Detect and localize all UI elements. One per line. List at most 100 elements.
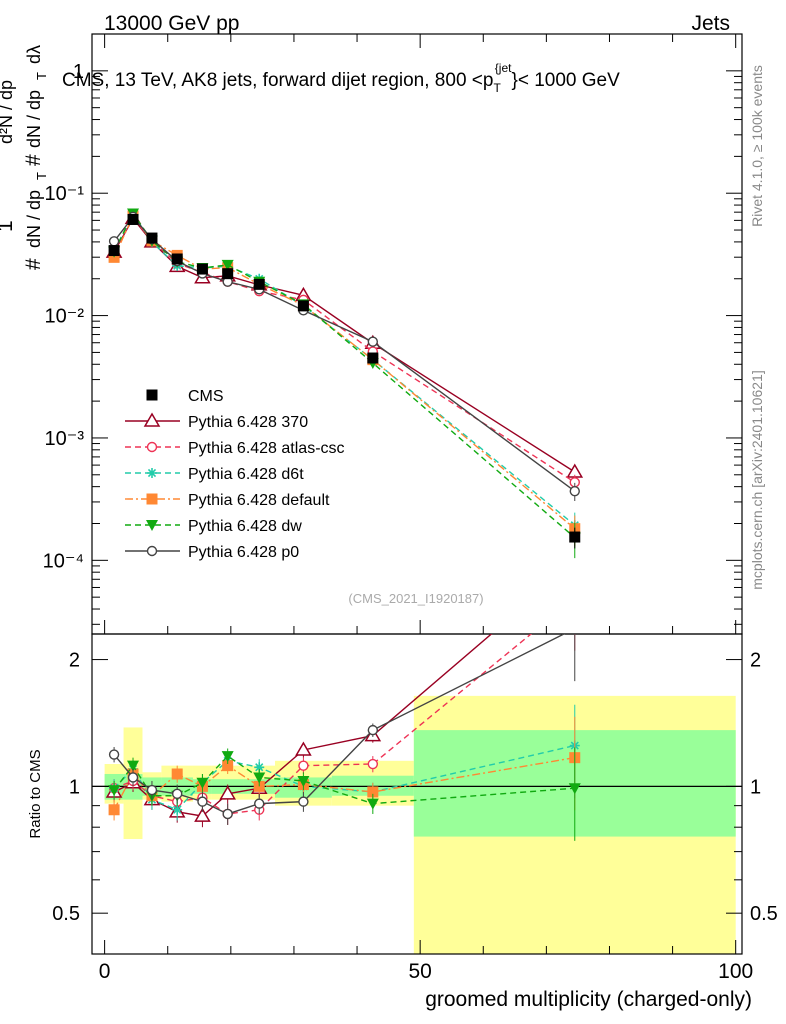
mc-point-ratio	[127, 760, 140, 772]
mc-line-top	[113, 215, 576, 492]
mc-point-ratio	[254, 762, 265, 773]
axes: 0 50 100 1 10⁻¹ 10⁻² 10⁻³ 10⁻⁴ 0.5 0.5 1 1 2 2	[43, 33, 778, 983]
plot-title: CMS, 13 TeV, AK8 jets, forward dijet reg…	[62, 61, 620, 95]
mc-line-top	[113, 212, 576, 539]
legend-marker	[143, 412, 161, 427]
mc-point-top	[367, 336, 379, 347]
mc-point-ratio	[253, 772, 266, 784]
mc-point-ratio	[254, 798, 265, 809]
mc-line-top	[113, 217, 576, 473]
legend-label: Pythia 6.428 370	[188, 414, 308, 431]
svg-text:#: #	[22, 258, 45, 270]
mc-point-ratio	[146, 784, 158, 796]
legend-marker	[146, 493, 158, 505]
mc-point-top	[108, 236, 120, 247]
legend-label: Pythia 6.428 p0	[188, 544, 299, 561]
y-tick-label-ratio-right: 2	[750, 650, 761, 672]
cms-uncertainty-bands	[104, 695, 736, 954]
x-tick-label: 50	[408, 960, 431, 983]
cms-data-point	[222, 268, 234, 280]
y-tick-label-ratio-right: 1	[750, 776, 761, 798]
mc-point-top	[569, 485, 580, 497]
mc-point-ratio	[295, 741, 312, 756]
y-tick-label-ratio-right: 0.5	[750, 903, 778, 925]
svg-text:1: 1	[0, 220, 17, 232]
ratio-y-label: Ratio to CMS	[27, 749, 44, 838]
mc-point-ratio	[219, 785, 236, 800]
cms-data-point	[297, 300, 309, 312]
mc-line-ratio	[113, 756, 575, 811]
mc-point-ratio	[221, 751, 234, 763]
legend-marker	[146, 441, 158, 453]
mc-point-ratio	[194, 807, 211, 822]
mc-point-ratio	[108, 804, 120, 816]
mc-point-ratio	[297, 775, 310, 787]
mc-point-ratio	[367, 758, 379, 770]
svg-text:dN / dp: dN / dp	[24, 90, 44, 148]
ratio-panel-frame	[91, 633, 743, 955]
legend-label: Pythia 6.428 atlas-csc	[188, 440, 345, 457]
top-y-label: # dN / dp T 1 # dN / dp T d²N / dp dλ	[0, 45, 49, 270]
analysis-id: (CMS_2021_I1920187)	[348, 591, 483, 606]
mc-point-ratio	[171, 788, 183, 800]
x-tick-label: 100	[718, 960, 753, 983]
legend-label: Pythia 6.428 dw	[188, 518, 302, 535]
mc-point-ratio	[298, 760, 309, 771]
y-tick-label-top: 10⁻³	[45, 428, 85, 450]
y-tick-label-ratio: 0.5	[52, 903, 80, 925]
legend-label: Pythia 6.428 default	[188, 492, 330, 509]
svg-text:T: T	[34, 72, 49, 80]
svg-text:dλ: dλ	[24, 45, 44, 64]
mc-point-ratio	[196, 777, 209, 789]
mc-point-ratio	[570, 624, 579, 633]
mc-line-ratio	[113, 634, 533, 815]
mc-line-ratio	[113, 634, 566, 815]
cms-data-point	[253, 278, 265, 290]
y-tick-label-top: 10⁻⁴	[43, 550, 84, 572]
mc-line-ratio	[113, 634, 493, 817]
y-tick-label-top: 10⁻¹	[45, 183, 85, 205]
mc-point-ratio	[222, 760, 234, 772]
svg-text:d²N / dp: d²N / dp	[0, 80, 16, 144]
cms-data-point	[127, 213, 139, 225]
y-tick-label-top: 1	[73, 61, 84, 83]
mc-point-ratio	[108, 785, 121, 797]
mc-point-ratio	[570, 594, 579, 603]
y-tick-label-top: 10⁻²	[45, 306, 85, 328]
legend-marker	[146, 545, 158, 557]
mc-point-ratio	[367, 786, 379, 798]
legend-marker	[147, 468, 157, 478]
legend: CMS Pythia 6.428 370 Pythia 6.428 atlas-cs…	[125, 388, 345, 561]
svg-text:#: #	[22, 154, 45, 166]
cms-data-point	[171, 253, 183, 265]
mc-point-top	[221, 259, 234, 271]
mc-point-ratio	[298, 796, 309, 807]
mc-point-ratio	[222, 808, 233, 820]
mc-point-ratio	[366, 798, 379, 810]
mc-point-ratio	[367, 724, 379, 736]
legend-label: Pythia 6.428 d6t	[188, 466, 304, 483]
ratio-series	[105, 594, 581, 841]
cms-data-point	[196, 263, 208, 275]
top-series	[105, 208, 584, 559]
mc-point-ratio	[172, 804, 183, 815]
mc-point-ratio	[568, 783, 581, 795]
cms-data-point	[569, 531, 581, 543]
mc-point-ratio	[108, 749, 120, 760]
x-axis-label: groomed multiplicity (charged-only)	[425, 988, 752, 1011]
mc-point-ratio	[171, 768, 183, 780]
mc-point-ratio	[197, 796, 208, 807]
legend-marker	[146, 389, 158, 401]
mc-point-ratio	[127, 772, 139, 783]
y-tick-label-ratio: 1	[69, 776, 80, 798]
header-process: 13000 GeV pp	[104, 12, 239, 35]
cms-data-point	[146, 232, 158, 244]
rivet-version: Rivet 4.1.0, ≥ 100k events	[749, 65, 765, 227]
cms-data-point	[108, 245, 120, 257]
svg-text:dN / dp: dN / dp	[24, 190, 44, 248]
cms-data-point	[367, 352, 379, 364]
y-tick-label-ratio: 2	[69, 650, 80, 672]
mcplots-credit: mcplots.cern.ch [arXiv:2401.10621]	[749, 370, 765, 589]
x-tick-label: 0	[99, 960, 111, 983]
